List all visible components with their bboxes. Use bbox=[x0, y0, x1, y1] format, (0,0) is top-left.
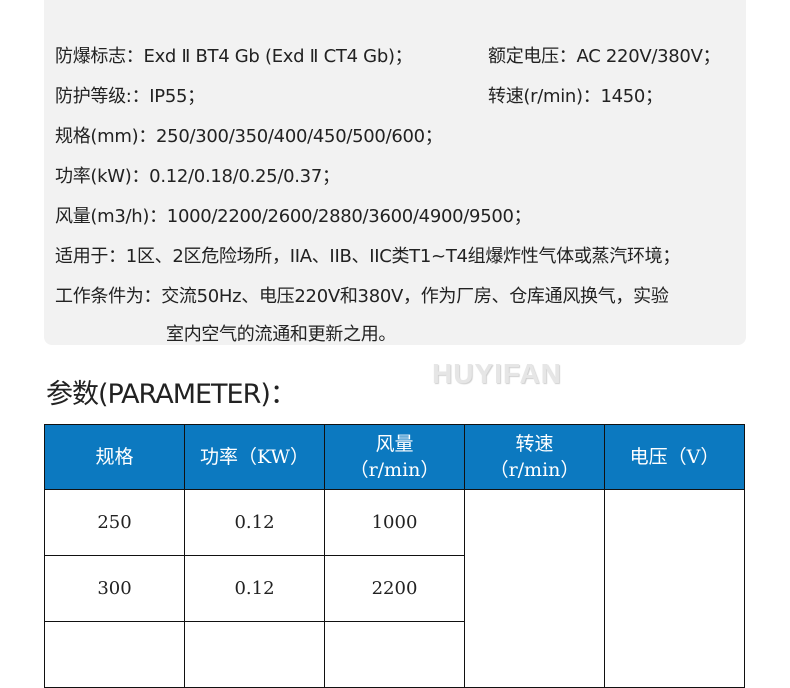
cell-power: 0.12 bbox=[184, 555, 325, 622]
watermark-logo: HUYIFAN bbox=[432, 358, 562, 389]
table-header-row: 规格 功率（KW） 风量 （r/min） 转速 （r/min） 电压（V） bbox=[44, 424, 745, 490]
spec-sizes: 规格(mm)：250/300/350/400/450/500/600； bbox=[55, 126, 443, 147]
spec-panel bbox=[44, 0, 746, 345]
cell-size: 300 bbox=[44, 555, 185, 622]
header-airflow: 风量 （r/min） bbox=[324, 424, 465, 490]
spec-explosion-mark: 防爆标志：Exd Ⅱ BT4 Gb (Exd Ⅱ CT4 Gb)； bbox=[55, 46, 413, 67]
spec-speed: 转速(r/min)：1450； bbox=[488, 86, 663, 107]
cell-speed-merged bbox=[464, 489, 605, 688]
cell-airflow bbox=[324, 621, 465, 688]
cell-size: 250 bbox=[44, 489, 185, 556]
parameter-table: 规格 功率（KW） 风量 （r/min） 转速 （r/min） 电压（V） 250 … bbox=[44, 424, 745, 688]
cell-size bbox=[44, 621, 185, 688]
spec-protection-level: 防护等级:：IP55； bbox=[55, 86, 205, 107]
header-size: 规格 bbox=[44, 424, 185, 490]
spec-conditions: 工作条件为：交流50Hz、电压220V和380V，作为厂房、仓库通风换气，实验 bbox=[55, 286, 669, 307]
header-voltage: 电压（V） bbox=[604, 424, 745, 490]
header-speed: 转速 （r/min） bbox=[464, 424, 605, 490]
spec-rated-voltage: 额定电压：AC 220V/380V； bbox=[488, 46, 721, 67]
spec-airflow: 风量(m3/h)：1000/2200/2600/2880/3600/4900/9… bbox=[55, 206, 532, 227]
spec-applicable: 适用于：1区、2区危险场所，IIA、IIB、IIC类T1~T4组爆炸性气体或蒸汽… bbox=[55, 246, 681, 267]
cell-airflow: 2200 bbox=[324, 555, 465, 622]
section-title: 参数(PARAMETER)： bbox=[46, 379, 297, 410]
spec-power: 功率(kW)：0.12/0.18/0.25/0.37； bbox=[55, 166, 340, 187]
header-power: 功率（KW） bbox=[184, 424, 325, 490]
table-row: 300 0.12 2200 bbox=[44, 555, 745, 622]
cell-airflow: 1000 bbox=[324, 489, 465, 556]
spec-conditions-cont: 室内空气的流通和更新之用。 bbox=[166, 324, 397, 345]
cell-voltage-merged bbox=[604, 489, 745, 688]
cell-power bbox=[184, 621, 325, 688]
cell-power: 0.12 bbox=[184, 489, 325, 556]
table-row: 250 0.12 1000 bbox=[44, 489, 745, 688]
